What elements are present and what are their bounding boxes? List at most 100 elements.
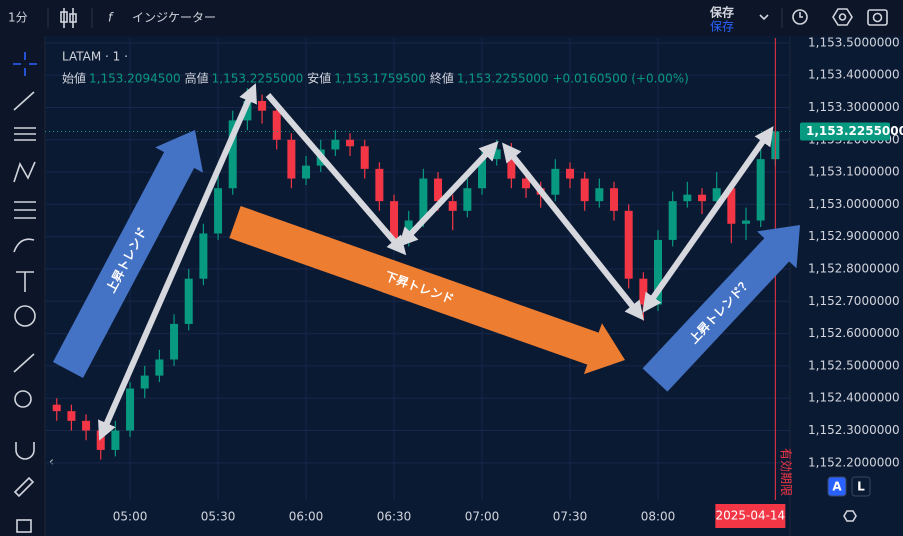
- y-tick-label: 1,152.5000000: [808, 358, 900, 372]
- expiry-date-box: [715, 504, 786, 528]
- candle-body: [214, 188, 223, 234]
- indicators-button[interactable]: インジケーター: [132, 11, 216, 25]
- candle-body: [96, 430, 105, 450]
- x-tick-label: 05:00: [113, 510, 148, 524]
- candle-body: [111, 430, 120, 450]
- candle-body: [492, 149, 501, 160]
- brush-tool[interactable]: [13, 238, 35, 253]
- magnet-tool[interactable]: [15, 442, 35, 460]
- interval-button[interactable]: 1分: [8, 11, 28, 25]
- candle-body: [155, 359, 164, 376]
- candle-body: [126, 388, 135, 431]
- candle-body: [199, 233, 208, 279]
- y-tick-label: 1,153.4000000: [808, 68, 900, 82]
- candle-body: [463, 188, 472, 211]
- measure-tool[interactable]: [13, 353, 35, 373]
- y-tick-label: 1,152.6000000: [808, 326, 900, 340]
- x-tick-label: 07:30: [553, 510, 588, 524]
- candle-body: [170, 323, 179, 360]
- last-price-box: [800, 122, 890, 141]
- y-tick-label: 1,153.5000000: [808, 35, 900, 49]
- candle-body: [742, 220, 751, 224]
- ohlc-value: 1,153.2255000: [212, 72, 304, 86]
- y-tick-label: 1,152.3000000: [808, 423, 900, 437]
- axis-settings[interactable]: [843, 510, 857, 522]
- annotations: 上昇トレンド 下昇トレンド 上昇トレンド？: [52, 83, 801, 441]
- candle-body: [639, 278, 648, 305]
- candle-body: [258, 101, 267, 111]
- scale-button[interactable]: [827, 476, 847, 497]
- candle-body: [272, 110, 281, 140]
- lock-tool[interactable]: [16, 519, 32, 533]
- collapse-toolbar[interactable]: ‹: [49, 455, 54, 469]
- candle-body: [668, 201, 677, 240]
- ohlc-label: 安値: [307, 71, 331, 86]
- pattern-tool[interactable]: [13, 161, 36, 183]
- crosshair-tool[interactable]: [13, 52, 37, 76]
- scale-button-label: L: [857, 480, 865, 494]
- y-tick-label: 1,152.4000000: [808, 391, 900, 405]
- candle-body: [302, 165, 311, 179]
- trend-arrow: [642, 126, 774, 313]
- top-toolbar: [0, 0, 903, 36]
- zoom-tool[interactable]: [14, 390, 32, 408]
- candle-body: [580, 178, 589, 202]
- y-tick-label: 1,152.7000000: [808, 294, 900, 308]
- scale-button[interactable]: [851, 476, 871, 497]
- projection-tool[interactable]: [14, 201, 36, 219]
- candle-body: [67, 411, 76, 421]
- x-tick-label: 05:30: [201, 510, 236, 524]
- ohlc-value: 1,153.2094500: [89, 72, 181, 86]
- candle-body: [82, 420, 91, 431]
- candle-body: [448, 201, 457, 211]
- arrow-shape: [229, 205, 626, 375]
- y-tick-label: 1,153.1000000: [808, 165, 900, 179]
- y-tick-label: 1,152.9000000: [808, 229, 900, 243]
- last-price-label: 1,153.2255000: [806, 124, 903, 138]
- drawing-tools: [13, 52, 37, 533]
- expiry-label: 有効期限: [779, 448, 794, 496]
- x-tick-label: 08:00: [641, 510, 676, 524]
- candle-body: [360, 146, 369, 169]
- trendline-tool[interactable]: [13, 91, 35, 111]
- alert-button[interactable]: [792, 9, 808, 25]
- save-button[interactable]: 保存: [709, 5, 734, 20]
- price-change: +0.0160500 (+0.00%): [553, 72, 689, 86]
- candle-type-button[interactable]: [60, 8, 77, 28]
- save-menu[interactable]: [759, 14, 769, 21]
- left-toolbar: [0, 36, 45, 536]
- icon-tool[interactable]: [14, 305, 36, 327]
- screenshot-button[interactable]: [867, 9, 888, 26]
- arrow-shape: [52, 129, 203, 378]
- y-tick-label: 1,152.2000000: [808, 455, 900, 469]
- y-tick-label: 1,153.3000000: [808, 100, 900, 114]
- arrow-shape: [642, 224, 801, 392]
- x-tick-label: 06:30: [377, 510, 412, 524]
- ohlc-label: 高値: [185, 71, 209, 86]
- candle-body: [595, 188, 604, 202]
- ohlc-label: 終値: [430, 71, 454, 86]
- trend-arrow: [398, 141, 499, 247]
- candle-body: [346, 139, 355, 147]
- x-tick-label: 07:00: [465, 510, 500, 524]
- candle-body: [287, 139, 296, 179]
- expiry-date: 2025-04-14: [715, 509, 785, 523]
- candle-body: [698, 194, 707, 202]
- ohlc-value: 1,153.2255000: [457, 72, 549, 86]
- text-tool[interactable]: [16, 271, 34, 292]
- fib-tool[interactable]: [14, 127, 36, 141]
- candle-body: [683, 194, 692, 202]
- y-tick-label: 1,152.8000000: [808, 262, 900, 276]
- candle-body: [610, 188, 619, 211]
- candle-body: [390, 201, 399, 240]
- candle-body: [331, 139, 340, 150]
- candle-body: [566, 168, 575, 179]
- ohlc-label: 始値: [62, 71, 86, 86]
- lock-draw-tool[interactable]: [13, 476, 35, 498]
- candle-body: [140, 375, 149, 389]
- indicator-icon[interactable]: f: [108, 11, 114, 25]
- symbol-title: LATAM · 1 ·: [62, 50, 128, 64]
- y-tick-label: 1,153.0000000: [808, 197, 900, 211]
- settings-button[interactable]: [832, 8, 853, 26]
